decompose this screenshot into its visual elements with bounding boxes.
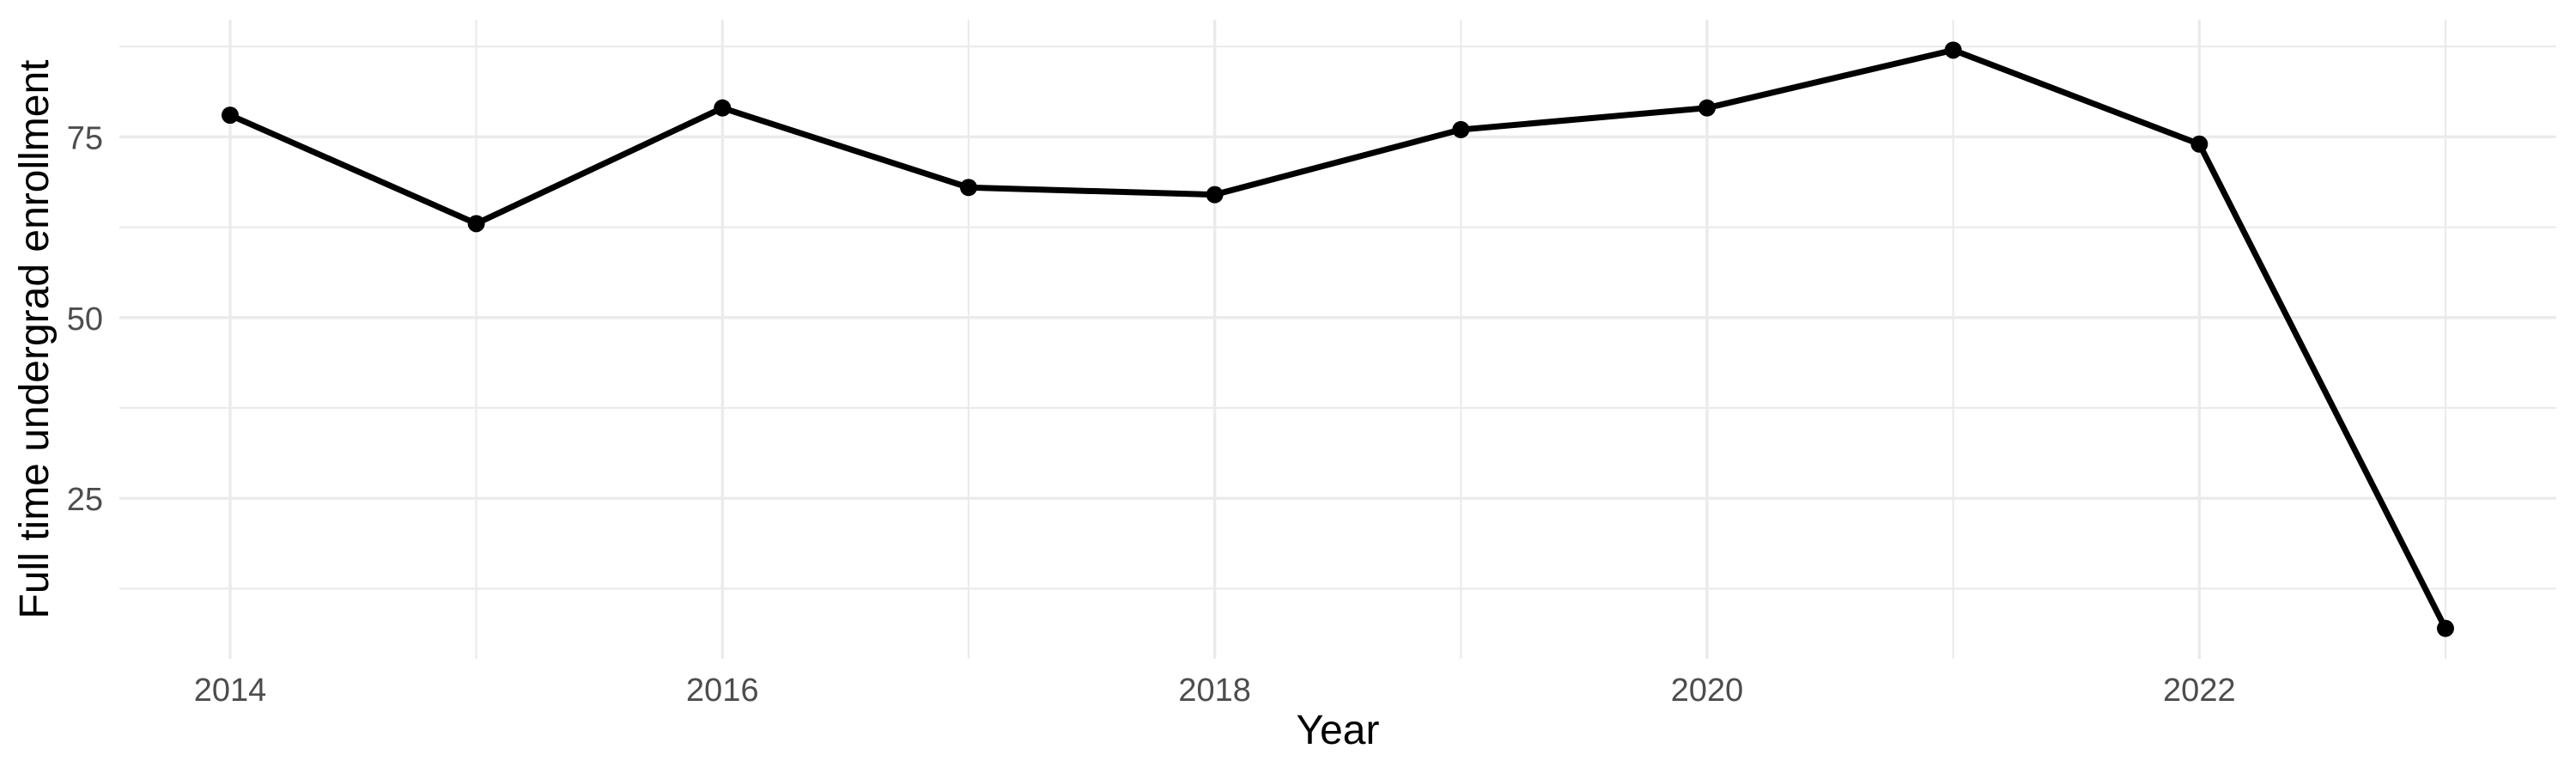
data-point-2023 (2437, 619, 2454, 637)
y-tick-label-25: 25 (67, 482, 103, 518)
x-tick-label-2018: 2018 (1178, 673, 1251, 709)
data-point-2019 (1452, 120, 1470, 138)
y-tick-label-75: 75 (67, 120, 103, 156)
x-tick-label-2016: 2016 (686, 673, 759, 709)
data-point-2021 (1944, 41, 1962, 59)
y-axis-tick-labels: 25 50 75 (67, 120, 103, 518)
gridlines-major (119, 20, 2556, 659)
gridlines-minor (119, 20, 2556, 659)
x-axis-tick-labels: 2014 2016 2018 2020 2022 (194, 673, 2236, 709)
x-tick-label-2020: 2020 (1671, 673, 1744, 709)
x-tick-label-2014: 2014 (194, 673, 267, 709)
data-point-2016 (714, 99, 732, 117)
enrollment-series (222, 41, 2454, 637)
x-tick-label-2022: 2022 (2163, 673, 2236, 709)
data-point-2014 (222, 107, 239, 125)
y-tick-label-50: 50 (67, 301, 103, 338)
data-point-2017 (960, 179, 977, 197)
data-point-2015 (467, 215, 485, 233)
data-point-2022 (2190, 135, 2208, 153)
data-point-2018 (1206, 186, 1224, 204)
series-line (228, 46, 2449, 630)
x-axis-title: Year (1297, 708, 1380, 753)
y-axis-title: Full time undergrad enrollment (12, 60, 58, 619)
data-point-2020 (1698, 99, 1716, 117)
